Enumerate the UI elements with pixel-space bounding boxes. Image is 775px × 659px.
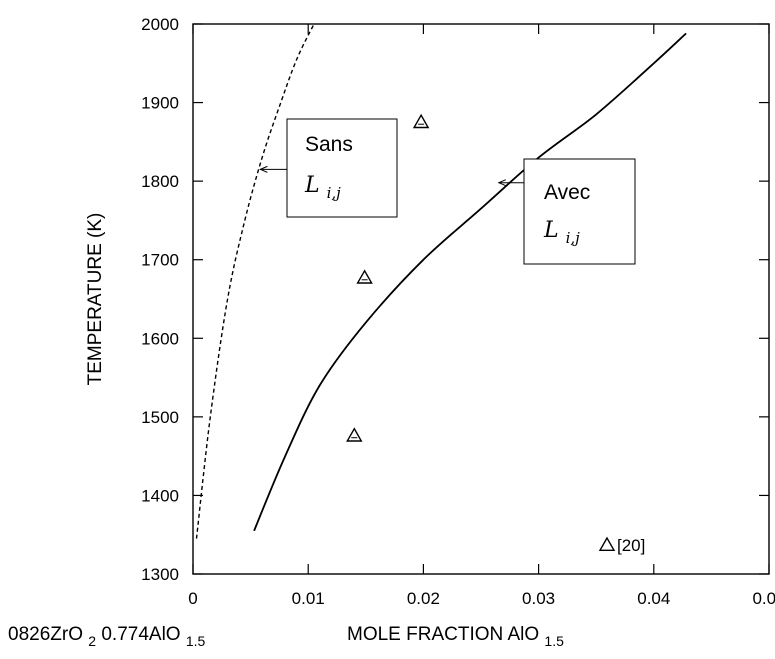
legend-label: [20] [617, 536, 645, 555]
plot-frame [192, 23, 770, 575]
annotation-avec-title: Avec [544, 181, 590, 204]
y-tick-label-4: 1700 [141, 251, 179, 270]
x-tick-label-1: 0.01 [292, 589, 325, 608]
legend: [20] [598, 536, 645, 555]
data-markers [346, 113, 430, 442]
caption-part-2: 2 [88, 633, 96, 649]
x-axis-title: MOLE FRACTION AlO 1.5 [347, 624, 564, 649]
y-axis-title: TEMPERATURE (K) [85, 213, 106, 386]
annotation-sans-math-main: L [304, 173, 320, 198]
annotation-avec: Avec L i,j [499, 158, 636, 265]
y-tick-label-5: 1800 [141, 172, 179, 191]
y-tick-labels: 1300 1400 1500 1600 1700 1800 1900 2000 [141, 15, 179, 584]
x-tick-label-0: 0 [188, 589, 197, 608]
x-axis-title-main: MOLE FRACTION AlO [347, 624, 539, 645]
data-point-triangle-1 [356, 269, 373, 284]
annotation-sans-box [286, 118, 398, 218]
annotation-avec-math: L i,j [543, 218, 580, 247]
caption-part-1: 0826ZrO [8, 624, 83, 645]
x-tick-label-3: 0.03 [522, 589, 555, 608]
x-tick-labels: 0 0.01 0.02 0.03 0.04 0.05 [188, 589, 775, 608]
series-dashed-curve [195, 23, 315, 539]
annotation-avec-math-sub: i,j [566, 229, 581, 247]
x-tick-label-5: 0.05 [752, 589, 775, 608]
annotation-avec-math-main: L [543, 218, 559, 243]
annotation-sans-math: L i,j [304, 173, 341, 202]
annotation-sans: Sans L i,j [260, 118, 398, 218]
x-tick-label-4: 0.04 [637, 589, 670, 608]
composition-caption: 0826ZrO 2 0.774AlO 1.5 [8, 624, 206, 651]
annotation-sans-title: Sans [305, 133, 353, 156]
caption-part-4: 1.5 [186, 633, 206, 649]
y-tick-label-7: 2000 [141, 15, 179, 34]
caption-part-3: 0.774AlO [101, 624, 180, 645]
data-point-triangle-2 [412, 113, 430, 129]
legend-triangle-icon [598, 536, 616, 551]
y-tick-label-0: 1300 [141, 565, 179, 584]
axis-ticks [192, 23, 770, 575]
x-axis-title-sub: 1.5 [544, 633, 564, 649]
data-point-triangle-0 [346, 427, 363, 442]
y-tick-label-3: 1600 [141, 329, 179, 348]
series-solid-curve [253, 32, 687, 532]
annotation-sans-math-sub: i,j [327, 184, 342, 202]
y-tick-label-2: 1500 [141, 408, 179, 427]
annotation-avec-box [523, 158, 636, 265]
x-tick-label-2: 0.02 [407, 589, 440, 608]
y-tick-label-6: 1900 [141, 94, 179, 113]
y-tick-label-1: 1400 [141, 486, 179, 505]
